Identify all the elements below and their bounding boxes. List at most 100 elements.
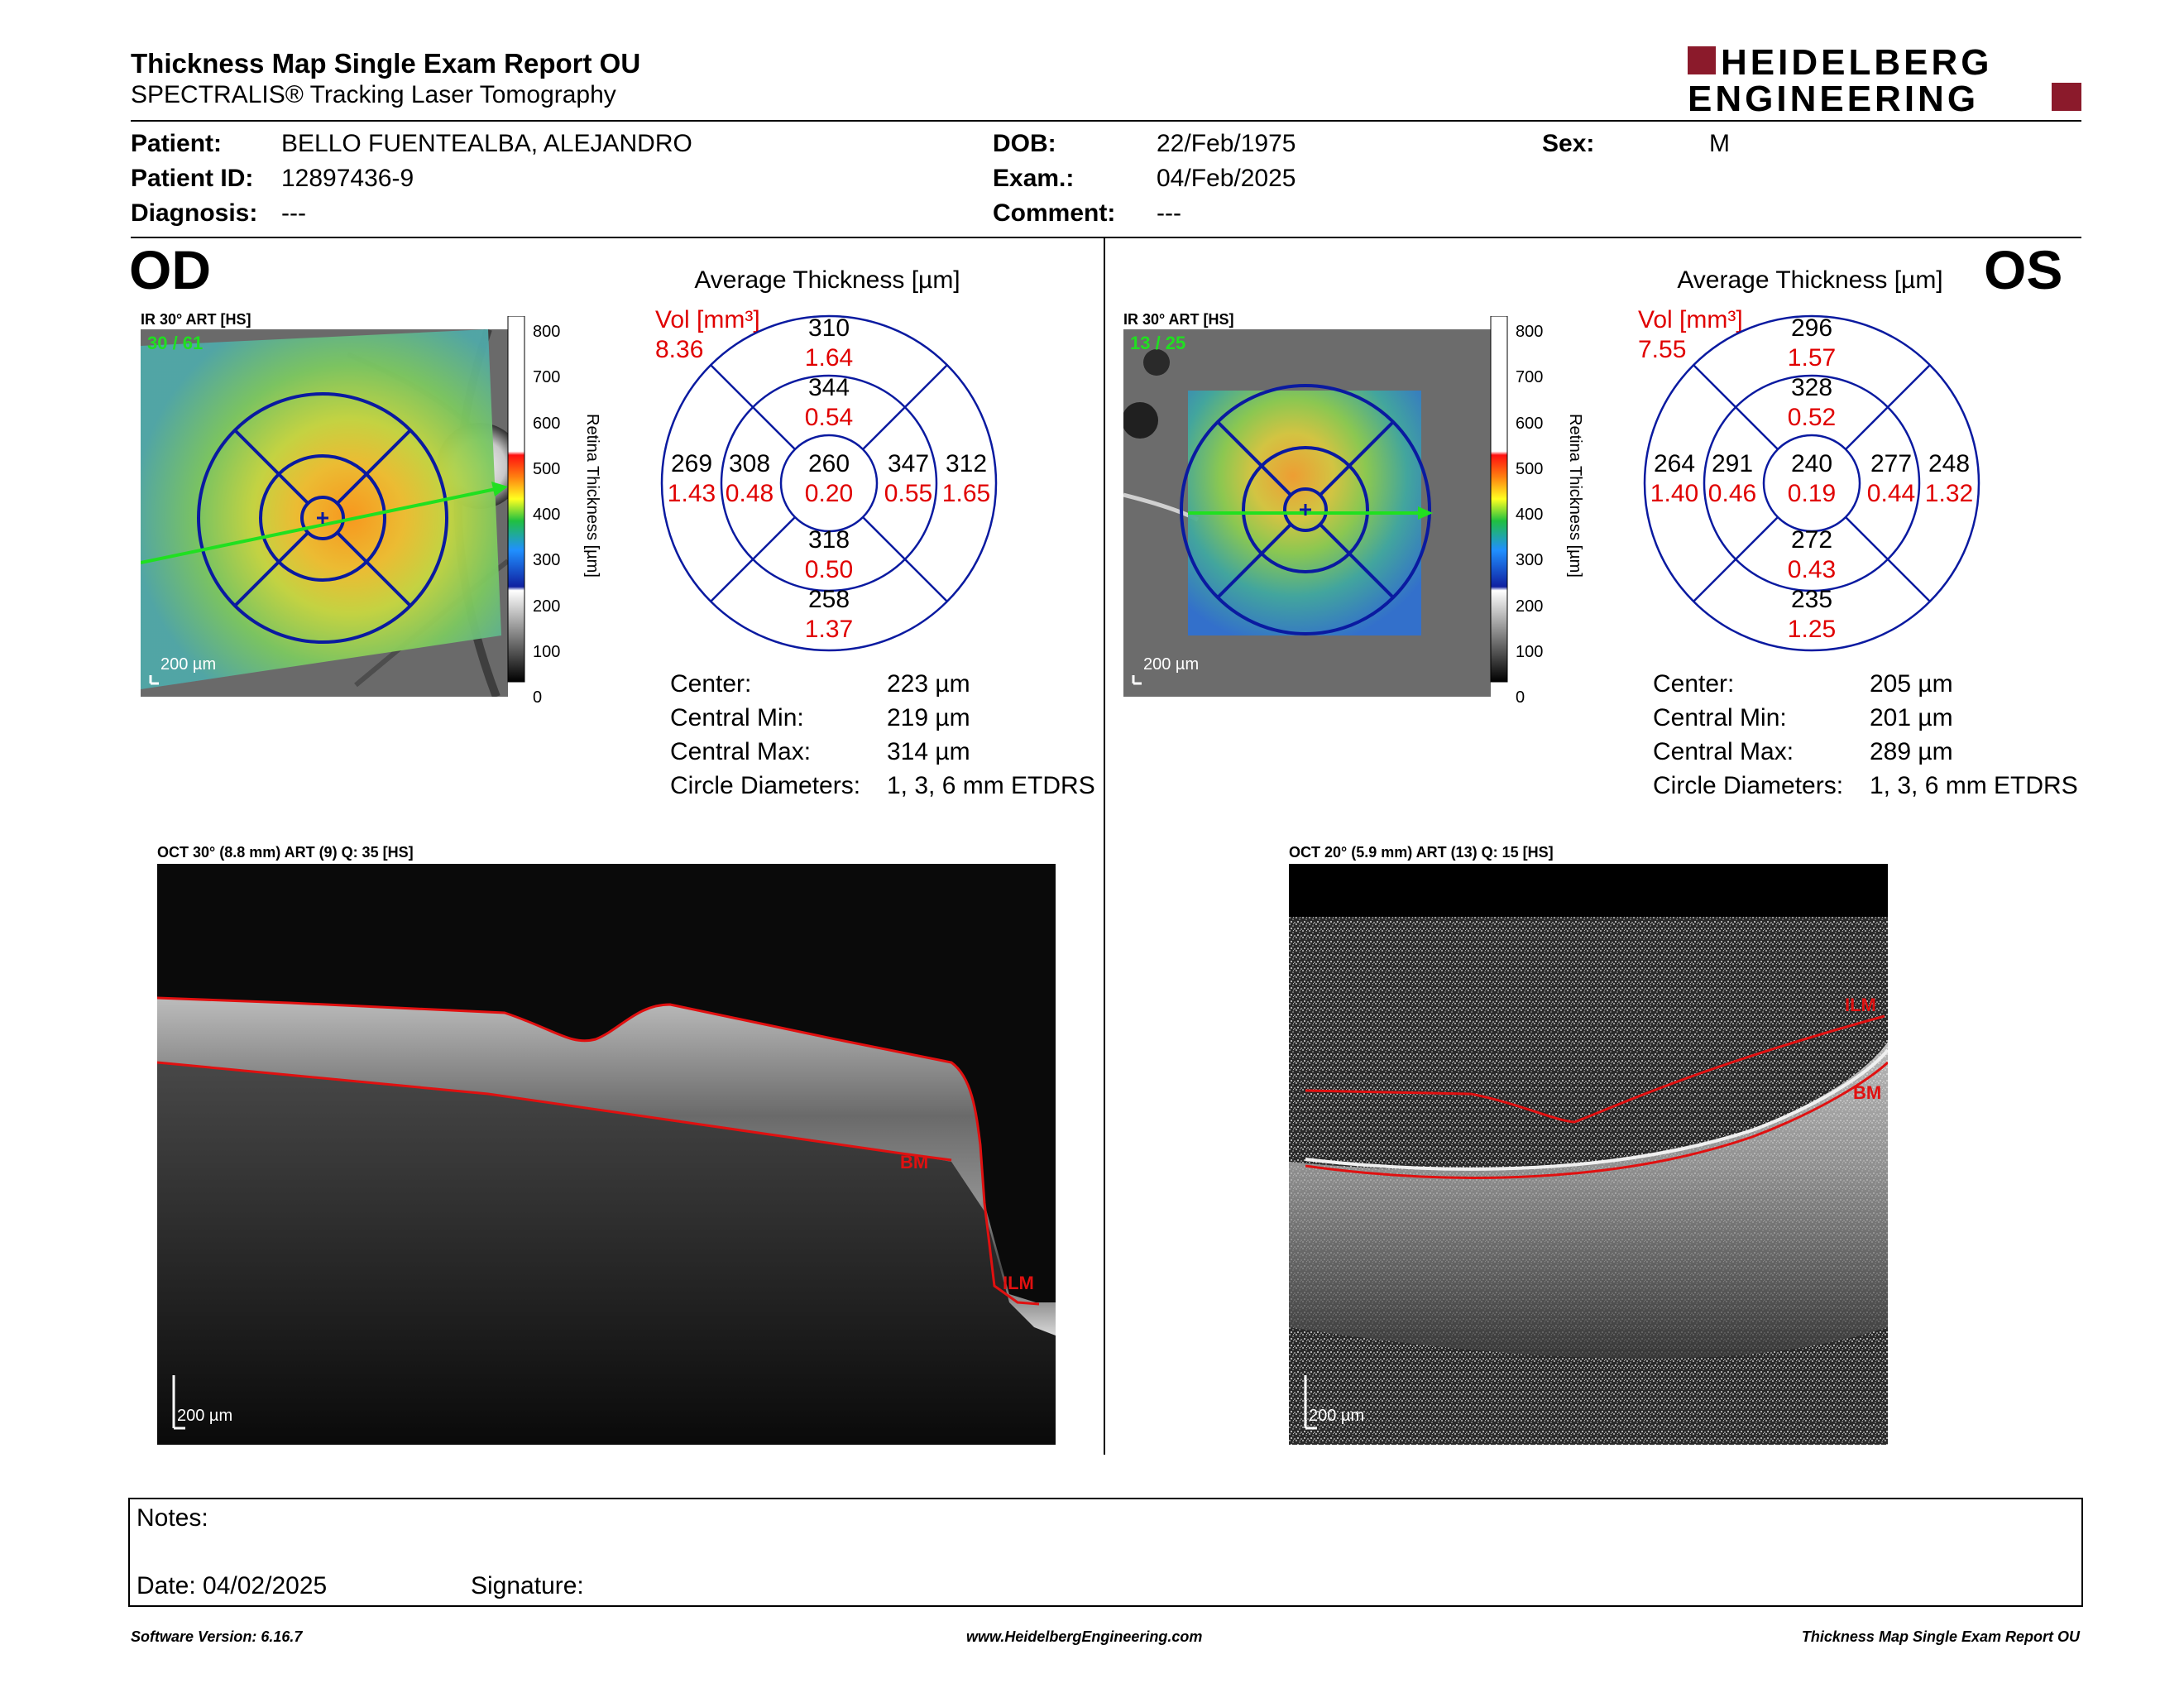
footer-report: Thickness Map Single Exam Report OU xyxy=(1801,1628,2080,1645)
os-oct-label: OCT 20° (5.9 mm) ART (13) Q: 15 [HS] xyxy=(1289,844,1554,861)
os-fundus-thickness-map: 13 / 25 200 µm xyxy=(1122,329,1491,697)
colorbar-tick: 300 xyxy=(533,551,561,570)
sex-label: Sex: xyxy=(1542,130,1595,157)
os-inner-inf-t: 272 xyxy=(1790,526,1833,554)
od-ir-label: IR 30° ART [HS] xyxy=(141,311,251,328)
exam-value: 04/Feb/2025 xyxy=(1157,165,1296,192)
od-outer-left-v: 1.43 xyxy=(667,480,716,507)
diagnosis-value: --- xyxy=(281,199,306,227)
colorbar-tick: 200 xyxy=(533,597,561,616)
colorbar-tick: 200 xyxy=(1516,597,1544,616)
os-outer-left-v: 1.40 xyxy=(1650,480,1699,507)
divider xyxy=(131,120,2081,122)
od-oct-label: OCT 30° (8.8 mm) ART (9) Q: 35 [HS] xyxy=(157,844,414,861)
os-inner-right-v: 0.44 xyxy=(1866,480,1916,507)
patient-name: BELLO FUENTEALBA, ALEJANDRO xyxy=(281,130,692,157)
dob-value: 22/Feb/1975 xyxy=(1157,130,1296,157)
colorbar-tick: 700 xyxy=(533,368,561,387)
comment-value: --- xyxy=(1157,199,1181,227)
od-center-label: Center: xyxy=(670,670,752,698)
od-diam-value: 1, 3, 6 mm ETDRS xyxy=(887,772,1095,799)
os-inner-left-t: 291 xyxy=(1711,450,1754,477)
footer-version: Software Version: 6.16.7 xyxy=(131,1628,303,1645)
os-colorbar: 800 700 600 500 400 300 200 100 0 Retina… xyxy=(1489,315,1584,707)
patient-id: 12897436-9 xyxy=(281,165,414,192)
os-min-label: Central Min: xyxy=(1653,704,1787,731)
colorbar-tick: 300 xyxy=(1516,551,1544,570)
od-oct-scale: 200 µm xyxy=(177,1407,233,1425)
colorbar-tick: 700 xyxy=(1516,368,1544,387)
colorbar-tick: 0 xyxy=(533,688,543,707)
os-max-value: 289 µm xyxy=(1870,738,1953,765)
os-outer-left-t: 264 xyxy=(1653,450,1696,477)
od-avg-title: Average Thickness [µm] xyxy=(694,266,960,294)
od-outer-inf-v: 1.37 xyxy=(804,616,854,643)
od-ilm-label: ILM xyxy=(1003,1273,1034,1293)
os-ir-scale: 200 µm xyxy=(1143,655,1200,674)
signature-label: Signature: xyxy=(471,1572,584,1599)
colorbar-tick: 800 xyxy=(533,323,561,341)
os-outer-inf-v: 1.25 xyxy=(1787,616,1837,643)
od-inner-sup-t: 344 xyxy=(807,374,850,401)
footer-url[interactable]: www.HeidelbergEngineering.com xyxy=(966,1628,1203,1645)
notes-date: Date: 04/02/2025 xyxy=(136,1572,328,1599)
colorbar-tick: 0 xyxy=(1516,688,1525,707)
report-title: Thickness Map Single Exam Report OU xyxy=(131,48,641,79)
os-inner-left-v: 0.46 xyxy=(1707,480,1757,507)
os-center-label: Center: xyxy=(1653,670,1735,698)
od-center-value: 223 µm xyxy=(887,670,970,698)
od-inner-right-t: 347 xyxy=(887,450,930,477)
notes-label: Notes: xyxy=(136,1504,208,1532)
od-etdrs-grid: 310 1.64 344 0.54 260 0.20 318 0.50 258 … xyxy=(660,314,998,652)
od-inner-inf-t: 318 xyxy=(807,526,850,554)
os-etdrs-grid: 296 1.57 328 0.52 240 0.19 272 0.43 235 … xyxy=(1643,314,1980,652)
patient-label: Patient: xyxy=(131,130,223,157)
os-inner-right-t: 277 xyxy=(1870,450,1913,477)
od-fundus-thickness-map: 30 / 61 200 µm xyxy=(140,328,523,698)
od-colorbar: 800 700 600 500 400 300 200 100 0 Retina… xyxy=(506,315,601,707)
report-subtitle: SPECTRALIS® Tracking Laser Tomography xyxy=(131,81,616,108)
colorbar-tick: 400 xyxy=(1516,506,1544,524)
diagnosis-label: Diagnosis: xyxy=(131,199,258,227)
od-max-value: 314 µm xyxy=(887,738,970,765)
od-min-label: Central Min: xyxy=(670,704,804,731)
od-inner-left-t: 308 xyxy=(728,450,771,477)
os-colorbar-title: Retina Thickness [µm] xyxy=(1566,414,1584,578)
colorbar-tick: 100 xyxy=(1516,642,1544,661)
os-diam-value: 1, 3, 6 mm ETDRS xyxy=(1870,772,2078,799)
od-outer-sup-t: 310 xyxy=(807,314,850,342)
os-vol-label: Vol [mm³] xyxy=(1638,306,1743,333)
od-min-value: 219 µm xyxy=(887,704,970,731)
logo-line2: ENGINEERING xyxy=(1688,79,1979,117)
od-scan-counter: 30 / 61 xyxy=(147,333,204,353)
os-oct-scale: 200 µm xyxy=(1309,1407,1365,1425)
dob-label: DOB: xyxy=(993,130,1056,157)
od-colorbar-title: Retina Thickness [µm] xyxy=(583,414,601,578)
os-scan-counter: 13 / 25 xyxy=(1130,333,1186,353)
os-center-value: 205 µm xyxy=(1870,670,1953,698)
od-oct-bscan: BM ILM 200 µm xyxy=(157,864,1056,1445)
colorbar-tick: 600 xyxy=(533,414,561,433)
os-bm-label: BM xyxy=(1853,1082,1882,1103)
os-center-v: 0.19 xyxy=(1787,480,1837,507)
od-outer-left-t: 269 xyxy=(670,450,713,477)
os-inner-inf-v: 0.43 xyxy=(1787,556,1837,583)
od-inner-inf-v: 0.50 xyxy=(804,556,854,583)
od-center-t: 260 xyxy=(807,450,850,477)
od-center-v: 0.20 xyxy=(804,480,854,507)
colorbar-tick: 500 xyxy=(1516,459,1544,478)
eye-label-os: OS xyxy=(1984,239,2063,300)
os-outer-inf-t: 235 xyxy=(1790,586,1833,613)
colorbar-tick: 800 xyxy=(1516,323,1544,341)
notes-box[interactable]: Notes: Date: 04/02/2025 Signature: xyxy=(128,1498,2083,1607)
od-max-label: Central Max: xyxy=(670,738,812,765)
sex-value: M xyxy=(1709,130,1730,157)
os-vol-value: 7.55 xyxy=(1638,336,1687,363)
os-oct-bscan: ILM BM 200 µm xyxy=(1289,864,1888,1445)
os-outer-right-v: 1.32 xyxy=(1924,480,1974,507)
colorbar-tick: 600 xyxy=(1516,414,1544,433)
os-inner-sup-v: 0.52 xyxy=(1787,404,1837,431)
od-colorbar-ticks: 800 700 600 500 400 300 200 100 0 xyxy=(533,309,560,721)
od-ir-scale: 200 µm xyxy=(160,655,217,674)
patient-id-label: Patient ID: xyxy=(131,165,254,192)
